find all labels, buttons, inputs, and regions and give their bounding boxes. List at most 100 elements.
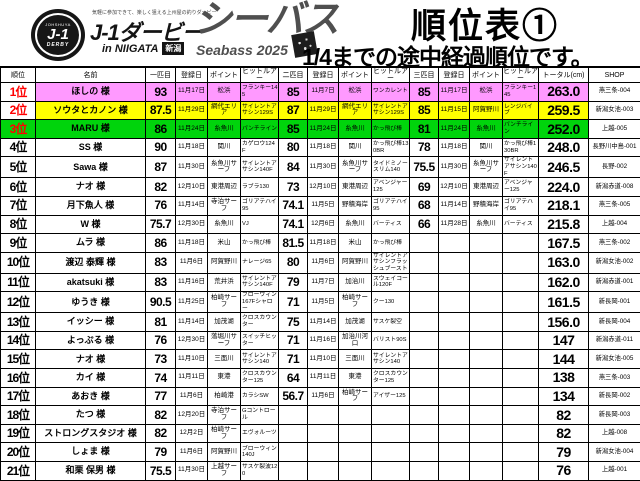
cell-fish1-lure: サイレントアサシン140F [241,273,279,292]
cell-fish1-size: 75.7 [146,215,176,234]
cell-name: ナオ 様 [36,350,146,369]
cell-fish2-point: 米山 [339,234,372,253]
cell-fish2-point: 網代エリア [339,101,372,120]
cell-fish3-size: 69 [410,178,439,197]
cell-fish2-date: 11月18日 [308,234,339,253]
cell-fish3-size: 75.5 [410,157,439,178]
cell-fish2-date: 11月6日 [308,387,339,406]
cell-name: W 様 [36,215,146,234]
cell-total: 79 [539,443,589,462]
cell-fish2-point: 糸魚川サーフ [339,157,372,178]
cell-shop: 新長岡-002 [589,387,640,406]
cell-fish2-lure: かっ飛び棒 [372,234,410,253]
cell-fish3-point: 野積海岸 [470,196,503,215]
cell-fish1-point: 東港周辺 [208,178,241,197]
cell-fish3-date [439,369,470,388]
cell-fish1-point: 寺泊サーフ [208,196,241,215]
cell-fish2-lure [372,424,410,443]
cell-fish3-date [439,252,470,273]
column-header: 順位 [1,67,36,83]
cell-fish3-lure [503,252,539,273]
cell-name: SS 様 [36,138,146,157]
cell-fish2-point: 加治川河口 [339,331,372,350]
cell-fish2-lure [372,462,410,481]
cell-fish3-lure: レンジバイブ [503,101,539,120]
cell-fish3-lure [503,462,539,481]
cell-fish2-lure: ゴリアテハイ95 [372,196,410,215]
cell-fish2-lure [372,443,410,462]
cell-fish2-size: 80 [279,138,308,157]
cell-fish2-size: 71 [279,331,308,350]
cell-fish2-date: 11月5日 [308,196,339,215]
cell-shop: 燕三条-005 [589,196,640,215]
cell-fish3-size [410,443,439,462]
cell-name: Sawa 様 [36,157,146,178]
cell-fish2-lure: アベンジャー125 [372,178,410,197]
cell-fish1-date: 11月17日 [176,83,208,102]
cell-shop: 上越-005 [589,120,640,139]
cell-fish3-lure: フランキー145 [503,83,539,102]
cell-rank: 13位 [1,313,36,332]
cell-fish1-size: 83 [146,273,176,292]
cell-fish1-lure: クロスカウンター [241,313,279,332]
cell-fish1-date: 12月2日 [176,424,208,443]
cell-fish1-size: 81 [146,313,176,332]
cell-fish1-size: 73 [146,350,176,369]
cell-fish3-lure [503,313,539,332]
cell-name: たつ 様 [36,406,146,425]
cell-fish3-point [470,273,503,292]
cell-fish3-point [470,252,503,273]
cell-rank: 1位 [1,83,36,102]
ranking-table: 順位名前一匹目登録日ポイントヒットルアー二匹目登録日ポイントヒットルアー三匹目登… [0,66,640,481]
cell-fish2-date: 11月6日 [308,252,339,273]
cell-fish1-date: 11月16日 [176,273,208,292]
cell-fish2-lure: タイドミノースリム140 [372,157,410,178]
cell-total: 163.0 [539,252,589,273]
cell-fish1-lure: パンチライン [241,120,279,139]
cell-total: 76 [539,462,589,481]
cell-fish2-size: 73 [279,178,308,197]
cell-fish2-point: 柏崎サーフ [339,387,372,406]
cell-shop: 新潟赤道-011 [589,331,640,350]
badge-main-text: J-1 [47,27,69,42]
cell-fish2-point: 柏崎サーフ [339,292,372,313]
cell-fish1-lure: サイレントアサシン129S [241,101,279,120]
cell-fish2-point: 加治川 [339,273,372,292]
cell-fish1-size: 74 [146,369,176,388]
cell-fish3-size [410,331,439,350]
cell-fish3-point [470,369,503,388]
cell-fish3-lure: アベンジャー125 [503,178,539,197]
cell-fish1-point: 網代エリア [208,101,241,120]
cell-fish1-point: 荒井浜 [208,273,241,292]
cell-rank: 15位 [1,350,36,369]
cell-fish1-size: 82 [146,178,176,197]
cell-fish3-size: 66 [410,215,439,234]
cell-fish3-lure: かっ飛び棒130BR [503,138,539,157]
cell-fish3-size [410,234,439,253]
cell-fish1-lure: エヴォルーツ [241,424,279,443]
cell-fish1-size: 82 [146,406,176,425]
cell-fish2-size [279,443,308,462]
cell-fish2-size: 74.1 [279,196,308,215]
cell-fish1-date: 11月18日 [176,234,208,253]
cell-rank: 8位 [1,215,36,234]
j1-derby-badge-logo: JOHSHUYA J-1 DERBY [33,11,83,59]
cell-rank: 19位 [1,424,36,443]
cell-fish1-point: 東港 [208,369,241,388]
cell-fish2-lure: スウェイコール120F [372,273,410,292]
cell-fish2-lure: サイレントアサシンフラッシュブースト [372,252,410,273]
cell-fish3-date [439,273,470,292]
cell-fish3-date: 11月18日 [439,138,470,157]
cell-total: 259.5 [539,101,589,120]
cell-fish1-size: 83 [146,252,176,273]
